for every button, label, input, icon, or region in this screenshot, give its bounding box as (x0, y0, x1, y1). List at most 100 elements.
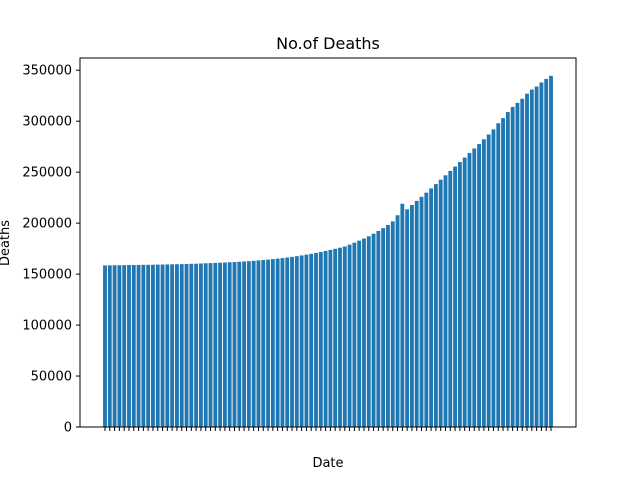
bar (280, 258, 285, 427)
bar (299, 255, 304, 427)
bar (203, 263, 208, 427)
bar (165, 264, 170, 427)
chart-title: No.of Deaths (276, 34, 380, 53)
bar (342, 246, 347, 427)
y-tick-label: 50000 (31, 370, 72, 385)
bar (242, 261, 246, 427)
bar (395, 215, 400, 427)
bar (175, 264, 179, 427)
bar (443, 175, 448, 427)
bar (122, 265, 127, 427)
bar (357, 240, 362, 427)
bar (127, 265, 131, 427)
bar (199, 263, 203, 427)
bar (515, 102, 520, 427)
bar (275, 258, 280, 427)
y-tick-label: 300000 (22, 115, 72, 130)
bar (429, 188, 434, 427)
bar (424, 192, 429, 427)
bar (146, 264, 151, 427)
bar (304, 254, 309, 427)
y-axis-title: Deaths (0, 220, 13, 266)
bar (496, 123, 501, 428)
bar (290, 256, 294, 427)
bar (208, 263, 213, 427)
bar (457, 162, 462, 427)
y-tick-label: 250000 (22, 166, 72, 181)
bar (362, 238, 366, 427)
bar (155, 264, 160, 427)
bar (232, 262, 237, 427)
bar (414, 200, 419, 427)
bar (261, 260, 266, 427)
bar (285, 257, 290, 427)
bar (189, 263, 194, 427)
bar (534, 86, 539, 427)
bar (486, 134, 491, 427)
bar (160, 264, 165, 427)
bar (170, 264, 175, 427)
y-tick-label: 100000 (22, 319, 72, 334)
x-axis-title: Date (312, 456, 343, 471)
bar (338, 247, 342, 427)
bar (453, 166, 458, 427)
bar (213, 262, 218, 427)
bar (491, 129, 496, 427)
bar (218, 262, 223, 427)
bar (179, 264, 184, 427)
bar (117, 265, 122, 427)
bar (390, 221, 395, 427)
bar (477, 144, 481, 427)
bar (194, 263, 199, 427)
plot-frame (79, 57, 577, 428)
bar (433, 184, 438, 427)
x-axis-ticks (104, 427, 552, 431)
bar (386, 224, 390, 427)
bar (525, 93, 529, 428)
bar (237, 261, 242, 427)
bar (251, 260, 256, 427)
bar (222, 262, 227, 427)
bar (549, 75, 553, 427)
bar (481, 139, 486, 428)
y-tick-label: 350000 (22, 64, 72, 79)
bar (294, 256, 299, 427)
bar (323, 250, 328, 427)
bar (141, 264, 146, 427)
bar (419, 196, 424, 427)
bar (539, 82, 544, 428)
bars-group (103, 75, 553, 428)
bar (314, 252, 318, 427)
bar (266, 259, 270, 427)
bar (462, 157, 467, 427)
bar (333, 248, 338, 427)
bar (529, 89, 534, 427)
bar (107, 265, 112, 427)
bar (227, 262, 232, 427)
bar (410, 204, 414, 427)
bar (246, 261, 251, 427)
bar (400, 203, 405, 427)
bar (309, 253, 314, 427)
y-tick-label: 0 (64, 421, 72, 436)
bar (520, 98, 525, 428)
bar (376, 230, 381, 427)
bar (352, 242, 357, 427)
bar (103, 265, 107, 427)
bar (510, 106, 515, 428)
bar (347, 244, 352, 427)
bar (467, 153, 472, 427)
bar (472, 148, 477, 427)
bar (505, 112, 510, 428)
bar (256, 260, 261, 427)
bar (184, 264, 189, 427)
bar (151, 264, 155, 427)
bar (405, 209, 410, 427)
bar (112, 265, 117, 427)
bar (381, 228, 386, 427)
bar (544, 78, 549, 428)
bar (270, 259, 275, 427)
bar (371, 233, 376, 427)
bar (318, 251, 323, 427)
